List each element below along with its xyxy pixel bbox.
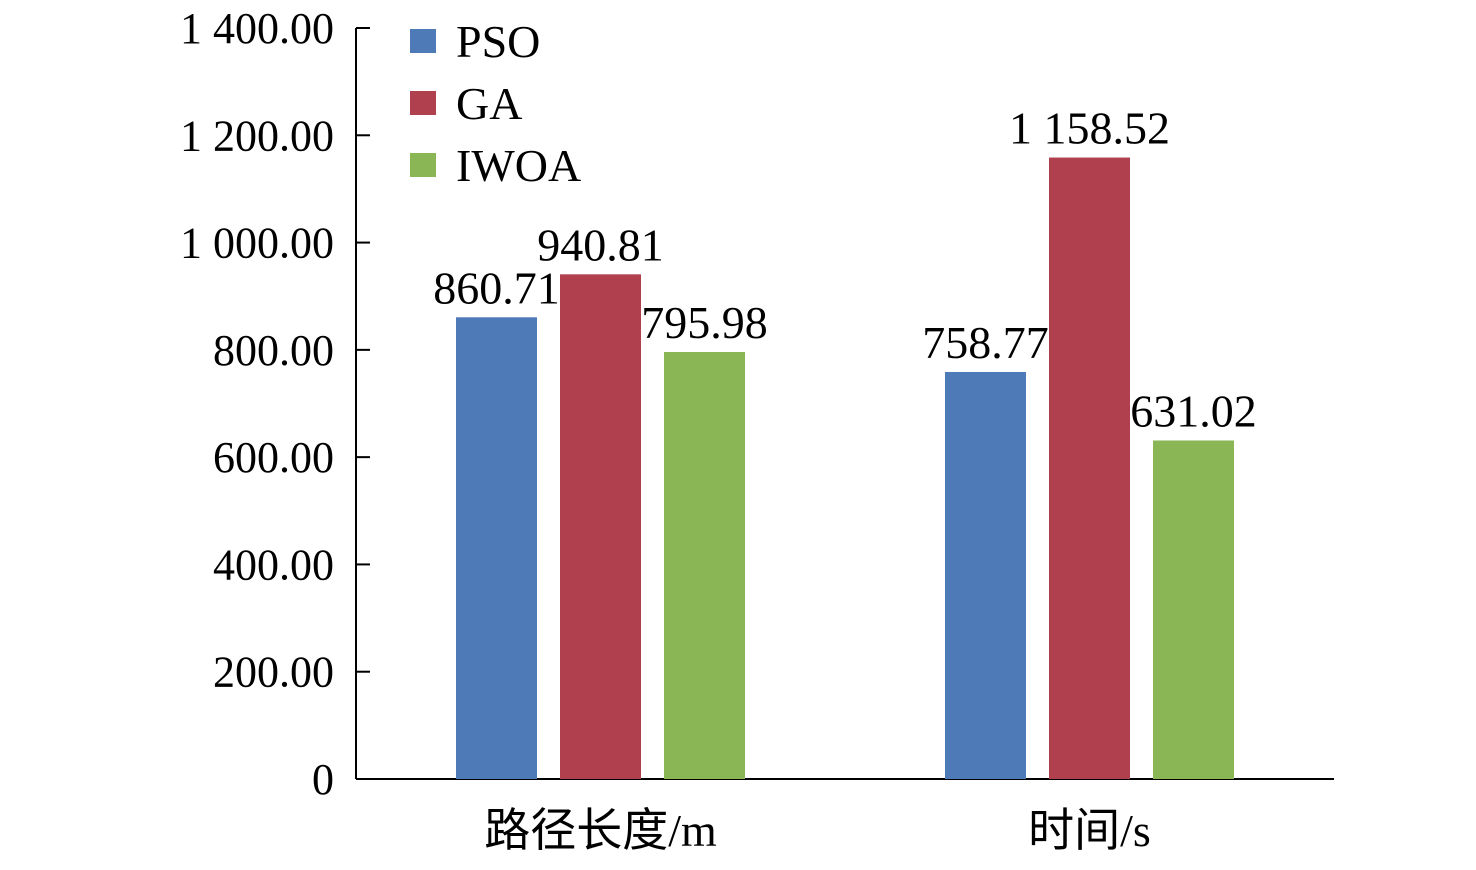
y-tick-label: 1 400.00	[180, 4, 334, 53]
data-label-pso-2: 758.77	[922, 317, 1049, 368]
data-label-ga-2: 1 158.52	[1009, 103, 1170, 154]
bar-pso-2	[945, 371, 1026, 779]
bar-iwoa-1	[664, 352, 745, 779]
data-label-iwoa-2: 631.02	[1130, 386, 1257, 437]
y-tick-label: 600.00	[213, 433, 334, 482]
legend-label-ga: GA	[456, 78, 522, 129]
bar-ga-2	[1049, 157, 1130, 780]
legend-label-pso: PSO	[456, 16, 540, 67]
legend-swatch-pso	[410, 29, 436, 53]
bar-ga-1	[560, 274, 641, 779]
legend-label-iwoa: IWOA	[456, 140, 581, 191]
bar-iwoa-2	[1153, 440, 1234, 779]
legend-swatch-ga	[410, 91, 436, 115]
data-label-iwoa-1: 795.98	[641, 297, 768, 348]
category-label: 路径长度/m	[484, 805, 717, 856]
axes-layer: 0 200.00 400.00 600.00 800.00 1 000.00 1 200.0…	[180, 4, 1334, 856]
y-tick-label: 800.00	[213, 326, 334, 375]
legend-swatch-iwoa	[410, 153, 436, 177]
y-tick-label: 200.00	[213, 648, 334, 697]
bars-layer	[456, 157, 1234, 780]
y-tick-label: 400.00	[213, 540, 334, 589]
y-tick-label: 1 200.00	[180, 111, 334, 160]
category-label: 时间/s	[1028, 805, 1151, 856]
data-label-ga-1: 940.81	[537, 219, 664, 270]
bar-pso-1	[456, 317, 537, 779]
data-label-pso-1: 860.71	[433, 262, 560, 313]
y-tick-label: 1 000.00	[180, 219, 334, 268]
legend: PSO GA IWOA	[410, 16, 581, 191]
y-tick-label: 0	[312, 755, 334, 804]
